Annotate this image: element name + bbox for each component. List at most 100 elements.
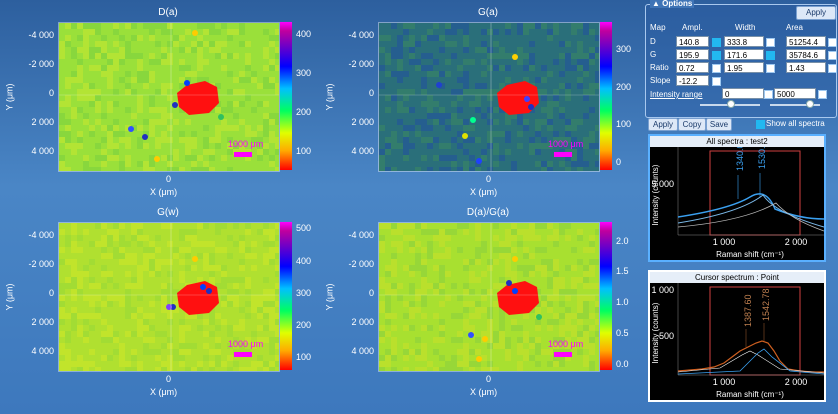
peak-label-1: 1340.00	[735, 147, 745, 171]
width-field[interactable]: 333.8	[724, 36, 764, 47]
x-axis-label: X (μm)	[150, 187, 178, 197]
feature-spot	[528, 104, 534, 110]
raman-map[interactable]	[378, 222, 600, 372]
x-tick: 0	[166, 374, 172, 384]
feature-spot	[154, 156, 160, 162]
options-header[interactable]: ▲ Options	[650, 0, 695, 8]
feature-spot	[482, 336, 488, 342]
save-button[interactable]: Save	[706, 118, 732, 131]
col-header-width: Width	[735, 23, 756, 32]
color-scale-tick: 300	[296, 287, 312, 298]
apply-button[interactable]: Apply	[648, 118, 678, 131]
feature-spot	[172, 102, 178, 108]
color-scale-tick: 1.5	[616, 266, 629, 277]
width-check[interactable]	[766, 51, 775, 60]
color-scale-tick: 100	[616, 119, 632, 130]
intensity-range-link[interactable]: Intensity range	[650, 90, 703, 99]
range-max-check[interactable]	[818, 90, 827, 99]
y-tick: 0	[368, 88, 374, 98]
copy-button[interactable]: Copy	[678, 118, 706, 131]
range-max-slider[interactable]	[770, 104, 820, 106]
y-tick: 2 000	[351, 117, 374, 127]
feature-spot	[166, 304, 172, 310]
area-field[interactable]: 1.43	[786, 62, 826, 73]
show-all-spectra-check[interactable]	[756, 120, 765, 129]
y-tick: -2 000	[348, 59, 374, 69]
cursor-spectrum-svg: 1387.60 1542.78 1 000 500 1 000 2 000 Ra…	[651, 283, 824, 399]
all-spectra-svg: 1340.00 1530.00 5 000 1 000 2 000 Raman …	[651, 147, 824, 259]
range-max-field[interactable]: 5000	[774, 88, 816, 99]
row-label: Ratio	[650, 63, 669, 72]
options-panel: ▲ Options	[645, 0, 837, 118]
width-field[interactable]: 171.6	[724, 49, 764, 60]
raman-map[interactable]	[378, 22, 600, 172]
width-check[interactable]	[766, 38, 775, 47]
y-tick: -4 000	[28, 30, 54, 40]
x-tick-1000: 1 000	[713, 377, 736, 387]
color-scale-tick: 400	[296, 28, 312, 39]
color-scale-tick: 400	[296, 255, 312, 266]
area-check[interactable]	[828, 51, 837, 60]
scale-label: 1000 μm	[548, 339, 584, 349]
y-tick: -2 000	[28, 59, 54, 69]
y-axis-label: Y (μm)	[4, 83, 15, 111]
peak-label-2: 1542.78	[761, 288, 771, 321]
ampl-field[interactable]: 0.72	[676, 62, 709, 73]
raman-map[interactable]	[58, 222, 280, 372]
map-title: G(a)	[478, 7, 498, 18]
apply-top-button[interactable]: Apply	[796, 6, 836, 20]
show-all-spectra-label: Show all spectra	[766, 119, 825, 128]
y-tick: -4 000	[348, 30, 374, 40]
area-field[interactable]: 51254.4	[786, 36, 826, 47]
row-label: G	[650, 50, 657, 59]
width-check[interactable]	[766, 64, 775, 73]
feature-spot	[184, 80, 190, 86]
feature-spot	[192, 30, 198, 36]
width-field[interactable]: 1.95	[724, 62, 764, 73]
y-tick: 4 000	[31, 346, 54, 356]
y-tick: -4 000	[348, 230, 374, 240]
feature-spot	[524, 96, 530, 102]
ampl-check[interactable]	[712, 38, 721, 47]
area-field[interactable]: 35784.6	[786, 49, 826, 60]
y-tick: 4 000	[31, 146, 54, 156]
x-tick: 0	[486, 174, 492, 184]
fit-line-d	[677, 350, 824, 374]
cursor-spectrum-plot[interactable]: Cursor spectrum : Point 1387.60 1542.78 …	[648, 270, 826, 402]
x-tick: 0	[166, 174, 172, 184]
y-tick: 4 000	[351, 146, 374, 156]
map-title: D(a)/G(a)	[466, 207, 510, 218]
color-scale-tick: 2.0	[616, 235, 629, 246]
y-axis-label: Intensity (counts)	[651, 302, 660, 363]
range-min-check[interactable]	[764, 90, 773, 99]
y-tick: -2 000	[348, 259, 374, 269]
range-max-knob[interactable]	[806, 100, 814, 108]
ampl-field[interactable]: 140.8	[676, 36, 709, 47]
ampl-check[interactable]	[712, 51, 721, 60]
area-check[interactable]	[828, 38, 837, 47]
all-spectra-plot[interactable]: All spectra : test2 1340.00 1530.00 5 00…	[648, 134, 826, 262]
range-min-field[interactable]: 0	[722, 88, 764, 99]
y-tick: 5 000	[651, 179, 674, 189]
col-header-area: Area	[786, 23, 803, 32]
y-tick-1000: 1 000	[651, 285, 674, 295]
range-box	[709, 286, 801, 376]
x-tick: 0	[486, 374, 492, 384]
ampl-field[interactable]: 195.9	[676, 49, 709, 60]
feature-spot	[142, 134, 148, 140]
range-min-knob[interactable]	[727, 100, 735, 108]
raman-map[interactable]	[58, 22, 280, 172]
x-tick-1000: 1 000	[713, 237, 736, 247]
feature-spot	[476, 356, 482, 362]
feature-spot	[468, 332, 474, 338]
all-spectra-title: All spectra : test2	[650, 136, 824, 147]
scale-bar	[554, 352, 572, 357]
scale-label: 1000 μm	[228, 139, 264, 149]
x-tick-2000: 2 000	[785, 237, 808, 247]
feature-spot	[218, 114, 224, 120]
ampl-check[interactable]	[712, 77, 721, 86]
ampl-field[interactable]: -12.2	[676, 75, 709, 86]
ampl-check[interactable]	[712, 64, 721, 73]
area-check[interactable]	[828, 64, 837, 73]
color-scale-tick: 200	[296, 319, 312, 330]
